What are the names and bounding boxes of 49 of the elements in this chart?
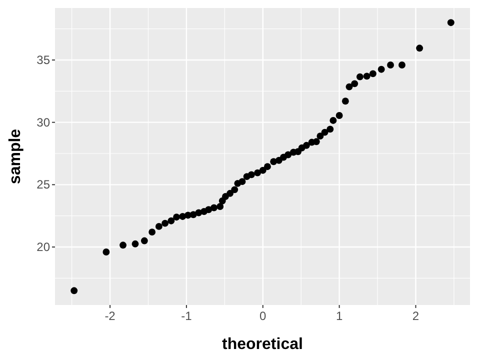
point bbox=[102, 248, 110, 256]
point bbox=[248, 171, 255, 178]
point bbox=[70, 287, 78, 294]
point bbox=[398, 62, 406, 68]
point bbox=[363, 72, 370, 80]
x-tick-label: 1 bbox=[336, 309, 343, 323]
y-tick-label: 30 bbox=[36, 115, 50, 130]
point bbox=[162, 220, 169, 227]
x-tick-label: -2 bbox=[104, 309, 116, 323]
point bbox=[140, 237, 148, 244]
y-tick-label: 35 bbox=[36, 52, 50, 67]
point bbox=[351, 80, 358, 88]
y-tick-label: 20 bbox=[36, 240, 50, 254]
point bbox=[173, 214, 180, 221]
point bbox=[132, 240, 139, 248]
point bbox=[312, 138, 320, 146]
point bbox=[321, 128, 328, 136]
point bbox=[259, 166, 266, 174]
point bbox=[447, 19, 454, 26]
point bbox=[148, 228, 156, 236]
x-tick-label: 2 bbox=[412, 309, 420, 323]
point bbox=[369, 70, 376, 78]
point bbox=[378, 66, 385, 73]
y-axis-title: sample bbox=[7, 128, 24, 184]
point bbox=[155, 222, 162, 230]
y-tick-label: 25 bbox=[36, 178, 50, 192]
point bbox=[302, 142, 310, 149]
point bbox=[416, 44, 424, 52]
point bbox=[231, 186, 238, 194]
point bbox=[264, 163, 271, 170]
point bbox=[254, 169, 262, 176]
point bbox=[330, 116, 337, 124]
point bbox=[210, 204, 218, 212]
x-tick-label: 0 bbox=[260, 309, 267, 323]
point bbox=[326, 126, 334, 133]
point bbox=[336, 112, 343, 119]
point bbox=[216, 203, 224, 210]
point bbox=[226, 190, 234, 197]
point bbox=[342, 98, 349, 105]
x-axis-title: theoretical bbox=[222, 336, 303, 353]
point bbox=[346, 83, 353, 90]
x-tick-label: -1 bbox=[181, 309, 192, 323]
point bbox=[356, 73, 364, 80]
point bbox=[387, 62, 394, 68]
point bbox=[238, 178, 246, 186]
point bbox=[316, 132, 324, 140]
point bbox=[168, 217, 175, 224]
point bbox=[120, 242, 126, 249]
point bbox=[284, 151, 292, 158]
